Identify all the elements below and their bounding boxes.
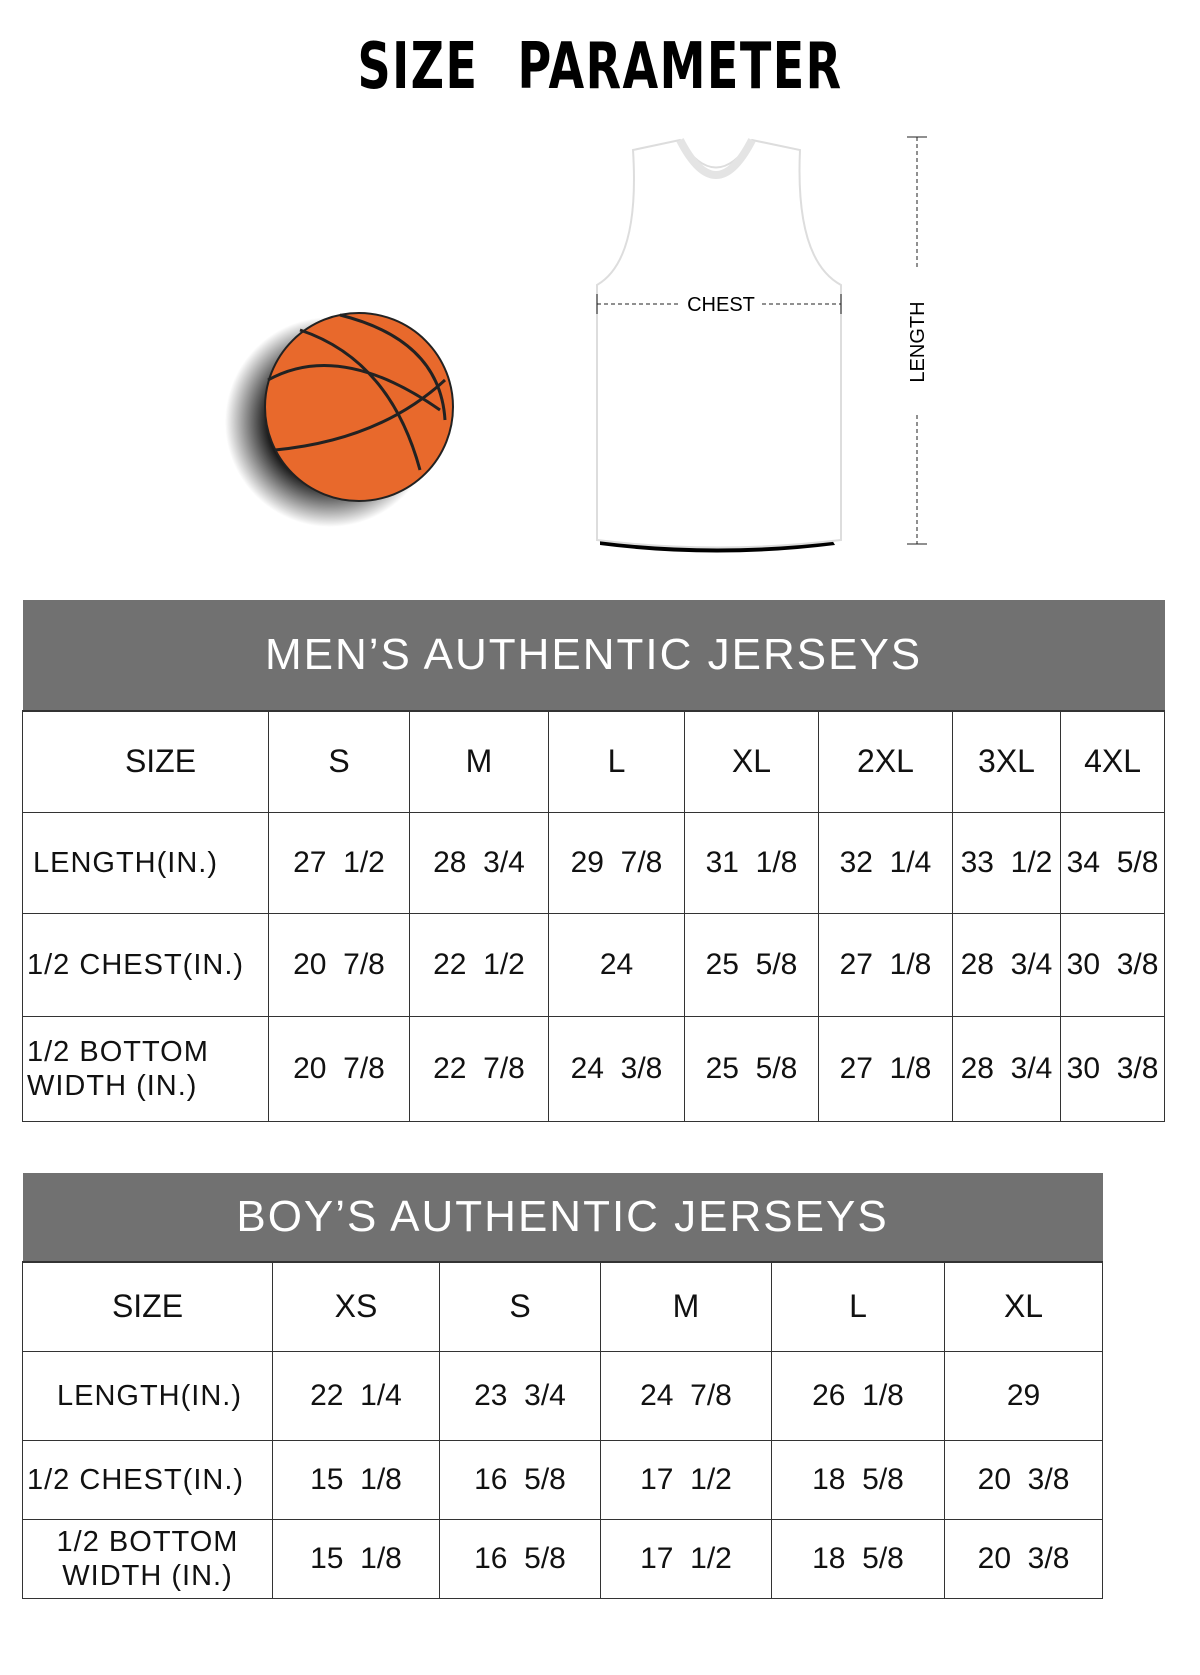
row-label: 1/2 BOTTOM WIDTH (IN.) — [22, 1518, 273, 1599]
cell: 16 5/8 — [439, 1518, 601, 1599]
cell: 28 3/4 — [952, 1015, 1061, 1122]
cell: 20 3/8 — [943, 1518, 1104, 1599]
jersey-illustration: CHEST LENGTH — [225, 136, 929, 553]
size-col: M — [409, 710, 549, 813]
cell: 26 1/8 — [771, 1350, 945, 1441]
cell: 20 3/8 — [943, 1439, 1104, 1520]
size-col: 3XL — [952, 710, 1061, 813]
cell: 22 1/2 — [409, 912, 549, 1017]
size-col: S — [439, 1261, 601, 1352]
table-row: 1/2 CHEST(IN.) 15 1/8 16 5/8 17 1/2 18 5… — [22, 1439, 1104, 1520]
row-label: 1/2 BOTTOM WIDTH (IN.) — [22, 1015, 269, 1122]
length-label: LENGTH — [907, 301, 929, 382]
cell: 31 1/8 — [684, 811, 819, 914]
mens-table-title: MEN’S AUTHENTIC JERSEYS — [22, 600, 1165, 712]
size-col: L — [771, 1261, 945, 1352]
row-label: 1/2 CHEST(IN.) — [22, 912, 269, 1017]
cell: 15 1/8 — [272, 1439, 440, 1520]
size-col: XL — [684, 710, 819, 813]
cell: 24 3/8 — [548, 1015, 685, 1122]
cell: 29 7/8 — [548, 811, 685, 914]
table-row: 1/2 CHEST(IN.) 20 7/8 22 1/2 24 25 5/8 2… — [22, 912, 1166, 1017]
jersey-icon: CHEST — [596, 138, 842, 553]
cell: 18 5/8 — [771, 1439, 945, 1520]
size-header: SIZE — [22, 710, 269, 813]
size-col: XS — [272, 1261, 440, 1352]
cell: 22 1/4 — [272, 1350, 440, 1441]
cell: 20 7/8 — [268, 1015, 410, 1122]
cell: 28 3/4 — [409, 811, 549, 914]
length-arrow-icon: LENGTH — [907, 136, 929, 545]
cell: 22 7/8 — [409, 1015, 549, 1122]
cell: 30 3/8 — [1059, 912, 1166, 1017]
basketball-icon — [225, 312, 454, 527]
cell: 27 1/8 — [818, 1015, 953, 1122]
cell: 27 1/8 — [818, 912, 953, 1017]
size-col: 4XL — [1059, 710, 1166, 813]
cell: 32 1/4 — [818, 811, 953, 914]
mens-size-table: MEN’S AUTHENTIC JERSEYS SIZE S M L XL 2X… — [22, 600, 1166, 1122]
size-col: M — [600, 1261, 772, 1352]
cell: 25 5/8 — [684, 912, 819, 1017]
cell: 30 3/8 — [1059, 1015, 1166, 1122]
size-col: L — [548, 710, 685, 813]
cell: 15 1/8 — [272, 1518, 440, 1599]
size-col: 2XL — [818, 710, 953, 813]
table-row: LENGTH(IN.) 27 1/2 28 3/4 29 7/8 31 1/8 … — [22, 811, 1166, 914]
row-label: 1/2 CHEST(IN.) — [22, 1439, 273, 1520]
cell: 17 1/2 — [600, 1518, 772, 1599]
cell: 33 1/2 — [952, 811, 1061, 914]
cell: 29 — [943, 1350, 1104, 1441]
cell: 17 1/2 — [600, 1439, 772, 1520]
row-label: LENGTH(IN.) — [22, 811, 269, 914]
boys-table-title: BOY’S AUTHENTIC JERSEYS — [22, 1173, 1103, 1263]
cell: 23 3/4 — [439, 1350, 601, 1441]
table-row: 1/2 BOTTOM WIDTH (IN.) 15 1/8 16 5/8 17 … — [22, 1518, 1104, 1599]
table-row: LENGTH(IN.) 22 1/4 23 3/4 24 7/8 26 1/8 … — [22, 1350, 1104, 1441]
cell: 25 5/8 — [684, 1015, 819, 1122]
table-row: 1/2 BOTTOM WIDTH (IN.) 20 7/8 22 7/8 24 … — [22, 1015, 1166, 1122]
row-label: LENGTH(IN.) — [22, 1350, 273, 1441]
cell: 16 5/8 — [439, 1439, 601, 1520]
cell: 34 5/8 — [1059, 811, 1166, 914]
cell: 20 7/8 — [268, 912, 410, 1017]
cell: 18 5/8 — [771, 1518, 945, 1599]
cell: 24 — [548, 912, 685, 1017]
size-col: XL — [943, 1261, 1104, 1352]
cell: 27 1/2 — [268, 811, 410, 914]
size-col: S — [268, 710, 410, 813]
chest-label: CHEST — [687, 294, 755, 316]
size-header: SIZE — [22, 1261, 273, 1352]
boys-size-table: BOY’S AUTHENTIC JERSEYS SIZE XS S M L XL… — [22, 1173, 1104, 1599]
cell: 28 3/4 — [952, 912, 1061, 1017]
page-title: SIZE PARAMETER — [357, 30, 843, 104]
cell: 24 7/8 — [600, 1350, 772, 1441]
